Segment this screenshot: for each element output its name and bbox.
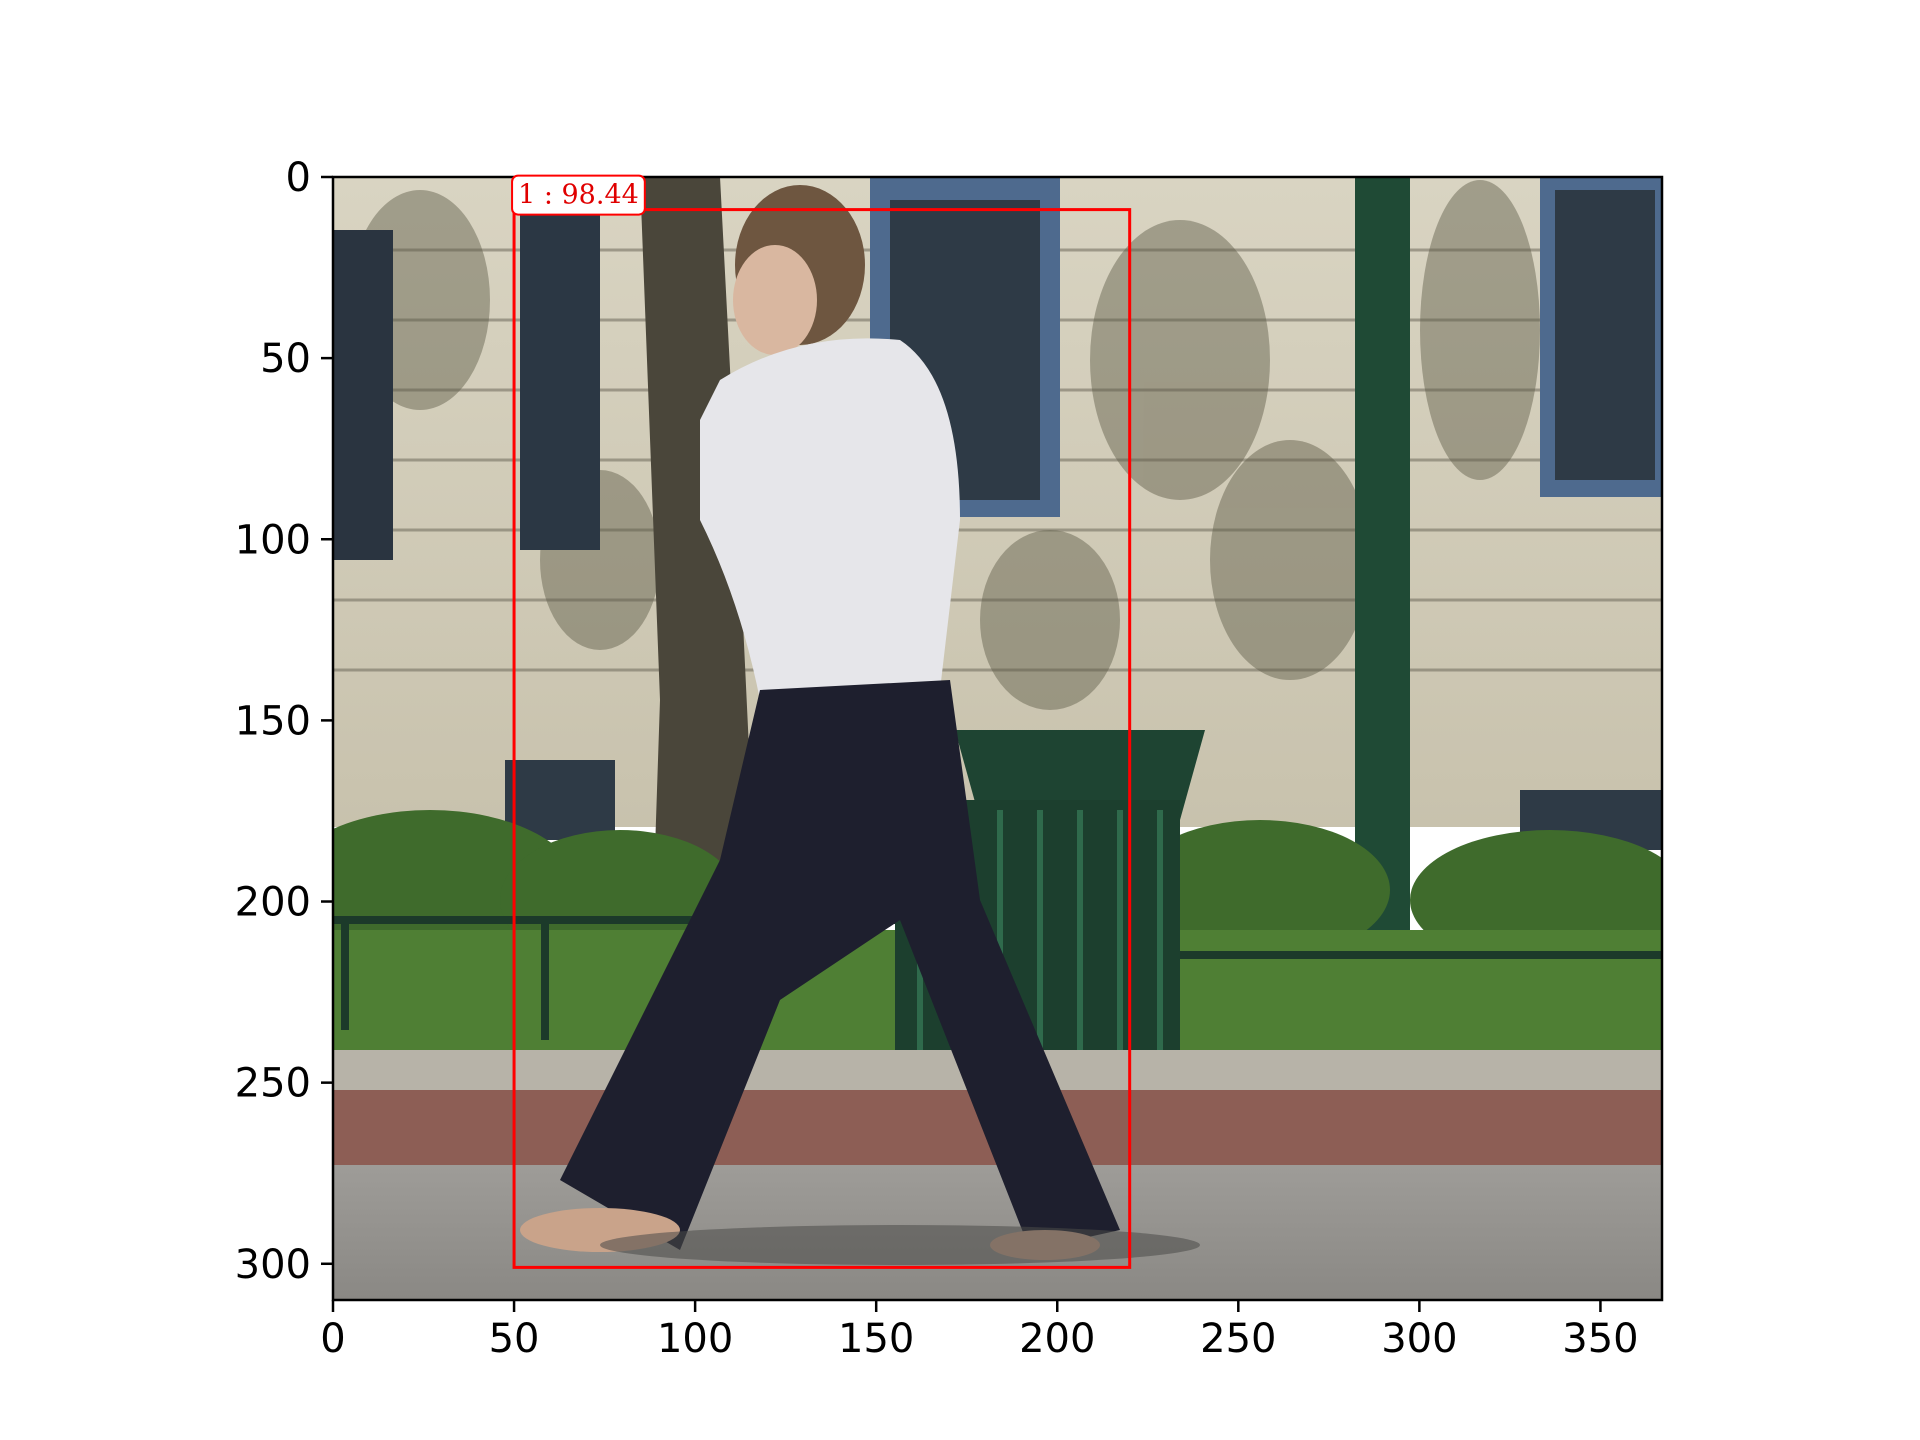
x-tick-label: 50 xyxy=(489,1316,540,1362)
x-axis: 0 50 100 150 200 250 300 350 xyxy=(320,1300,1639,1362)
label-box xyxy=(511,174,646,216)
y-tick-label: 200 xyxy=(235,880,311,926)
y-tick-label: 150 xyxy=(235,698,311,744)
bounding-box xyxy=(512,208,1132,1269)
windows xyxy=(333,177,1662,850)
y-axis: 0 50 100 150 200 250 300 xyxy=(235,155,333,1288)
detection-label: 1 : 98.44 xyxy=(518,180,639,211)
axes-frame xyxy=(331,175,1664,1302)
x-tick-label: 350 xyxy=(1562,1316,1638,1362)
y-tick-label: 250 xyxy=(235,1061,311,1107)
x-tick-label: 150 xyxy=(838,1316,914,1362)
x-tick-label: 100 xyxy=(657,1316,733,1362)
photo xyxy=(333,177,1662,1300)
y-tick-label: 0 xyxy=(286,155,311,201)
y-tick-label: 50 xyxy=(260,336,311,382)
detection: 1 : 98.44 xyxy=(511,174,1132,1269)
x-tick-label: 300 xyxy=(1381,1316,1457,1362)
x-tick-label: 0 xyxy=(320,1316,345,1362)
x-tick-label: 250 xyxy=(1200,1316,1276,1362)
y-tick-label: 100 xyxy=(235,517,311,563)
pedestrian xyxy=(520,185,1200,1265)
y-tick-label: 300 xyxy=(235,1242,311,1288)
x-tick-label: 200 xyxy=(1019,1316,1095,1362)
